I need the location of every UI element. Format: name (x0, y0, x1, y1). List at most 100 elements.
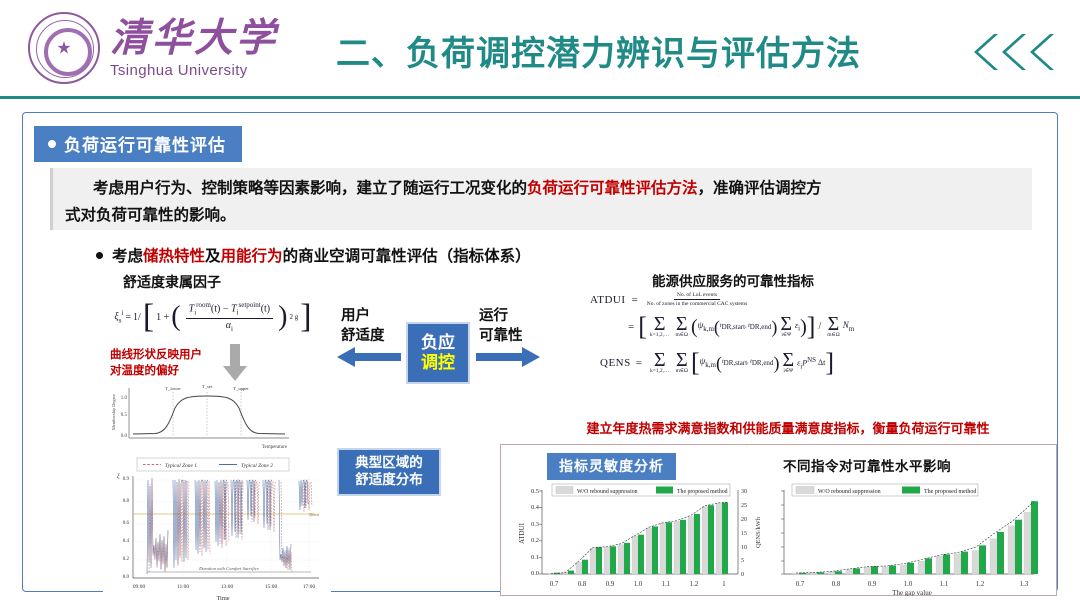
t-symbol-1: t (719, 322, 722, 329)
svg-text:0.9: 0.9 (606, 581, 615, 588)
formula-eq: = (125, 311, 132, 323)
bullet-r1: 储热特性 (143, 248, 206, 265)
comfort-membership-formula: ξsi = 1/ [ 1 + ( Tiroom(t) − Tisetpoint(… (104, 292, 322, 342)
svg-text:1: 1 (722, 581, 725, 588)
atdui-denominator: No. of zones in the commercial CAC syste… (646, 301, 748, 308)
svg-text:0.2: 0.2 (123, 557, 130, 562)
sum-k-label: k=1,2,… (649, 331, 670, 338)
user-comfort-line1: 用户 (341, 308, 370, 324)
logo-name-cn: 清华大学 (110, 16, 279, 60)
svg-text:Typical Zone 1: Typical Zone 1 (165, 463, 197, 469)
den-sub: i (231, 324, 233, 333)
svg-text:1.2: 1.2 (690, 581, 699, 588)
reliability-index-title: 能源供应服务的可靠性指标 (652, 274, 814, 289)
svg-text:15:00: 15:00 (265, 584, 278, 590)
bullet-text: 考虑储热特性及用能行为的商业空调可靠性评估（指标体系） (112, 244, 531, 266)
svg-text:Typical Zone 2: Typical Zone 2 (241, 463, 273, 469)
t-symbol-2: t (748, 322, 750, 329)
comfort-red-note: 曲线形状反映用户 对温度的偏好 (110, 347, 202, 379)
num-t2: (t) (260, 303, 271, 315)
bullet-dot-icon (48, 139, 56, 148)
den-a: α (225, 319, 232, 331)
quote-part2: ，准确评估调控方 (697, 180, 822, 197)
tsinghua-seal-icon: ★ (28, 12, 100, 84)
svg-text:1.0: 1.0 (904, 581, 913, 588)
t-sub-end-2: DR,end (751, 358, 774, 367)
operation-reliability-line1: 运行 (479, 308, 508, 324)
N-sub: m (848, 325, 855, 334)
svg-text:W/O rebound suppression: W/O rebound suppression (577, 489, 638, 495)
num-a-sup: room (196, 301, 211, 310)
num-b-sub: i (236, 308, 239, 317)
svg-text:20: 20 (741, 517, 747, 523)
P-symbol: P (802, 358, 808, 368)
svg-text:0: 0 (741, 572, 744, 578)
comfort-timeseries-chart: Typical Zone 1 Typical Zone 2 0.9 0.8 0.… (103, 450, 331, 602)
svg-text:Membership Degree: Membership Degree (111, 394, 116, 430)
svg-text:0.6: 0.6 (123, 521, 130, 526)
reliability-equations: ATDUI = No. of LoL events No. of zones i… (556, 292, 966, 404)
svg-text:0.4: 0.4 (531, 504, 540, 511)
arrow-down-icon (223, 344, 247, 381)
paren-open-icon: ( (171, 301, 181, 332)
dr-box-line1: 负应 (421, 333, 455, 353)
delta-t: Δt (818, 358, 826, 368)
svg-text:1.1: 1.1 (662, 581, 671, 588)
svg-text:0.8: 0.8 (832, 581, 841, 588)
num-b: T (231, 303, 237, 315)
svg-text:1.1: 1.1 (940, 581, 949, 588)
summary-line-2: 式对负荷可靠性的影响。 (65, 207, 236, 224)
bullet-dot-icon (96, 251, 103, 259)
t-sub-start-2: DR,start (723, 358, 748, 367)
reliability-red-band: 建立年度热需求满意指数和供能质量满意度指标，衡量负荷运行可靠性 (586, 421, 990, 436)
svg-text:0.5: 0.5 (121, 413, 128, 418)
command-impact-title: 不同指令对可靠性水平影响 (783, 459, 951, 474)
svg-text:0.7: 0.7 (796, 581, 805, 588)
svg-text:0.0: 0.0 (121, 434, 128, 439)
star-icon: ★ (56, 38, 72, 58)
red-note-line2: 对温度的偏好 (110, 365, 179, 377)
quote-part1: 考虑用户行为、控制策略等因素影响，建立了随运行工况变化的 (93, 180, 528, 197)
arrow-left-icon (337, 347, 401, 367)
bullet-t1: 考虑 (112, 248, 144, 265)
section-badge: 负荷运行可靠性评估 (34, 126, 242, 162)
svg-text:0.4: 0.4 (123, 539, 130, 544)
psi-sub: k,m (703, 325, 714, 334)
bullet-r2: 用能行为 (220, 248, 283, 265)
chevron-3-icon (1030, 34, 1054, 70)
atdui-label: ATDUI (590, 293, 626, 306)
subsection-bullet: 考虑储热特性及用能行为的商业空调可靠性评估（指标体系） (96, 244, 531, 266)
svg-text:W/O rebound suppression: W/O rebound suppression (818, 489, 881, 495)
svg-text:The proposed method: The proposed method (677, 489, 728, 495)
bullet-t3: 的商业空调可靠性评估（指标体系） (282, 248, 531, 265)
sum-m-label-2: m∈Ω (827, 331, 840, 338)
svg-text:QENS/kWh: QENS/kWh (755, 516, 762, 548)
sum-k-label-3: k=1,2,… (649, 367, 670, 374)
typical-zone-callout: 典型区域的 舒适度分布 (337, 448, 441, 496)
logo-name-en: Tsinghua University (110, 61, 248, 79)
svg-text:Temperature: Temperature (262, 445, 288, 450)
svg-text:0.9: 0.9 (123, 477, 130, 482)
user-comfort-label: 用户 舒适度 (341, 306, 385, 346)
atdui-numerator: No. of LoL events (673, 292, 721, 301)
svg-text:0.8: 0.8 (123, 499, 130, 504)
svg-text:T_lower: T_lower (165, 386, 181, 391)
user-comfort-line2: 舒适度 (341, 328, 385, 344)
callout-line2: 舒适度分布 (355, 472, 423, 487)
svg-text:0.7: 0.7 (550, 581, 559, 588)
N-symbol: N (842, 320, 849, 331)
svg-text:0.9: 0.9 (868, 581, 877, 588)
formula-numerator: Tiroom(t) − Tisetpoint(t) (185, 301, 274, 319)
qens-label: QENS (600, 356, 631, 369)
chevron-1-icon (974, 34, 998, 70)
university-logo: ★ 清华大学 Tsinghua University (28, 12, 278, 84)
section-badge-label: 负荷运行可靠性评估 (64, 136, 226, 155)
svg-text:0.5: 0.5 (531, 488, 539, 495)
svg-text:0.8: 0.8 (578, 581, 587, 588)
qens-gap-value-chart: W/O rebound suppression The proposed met… (781, 483, 1038, 596)
